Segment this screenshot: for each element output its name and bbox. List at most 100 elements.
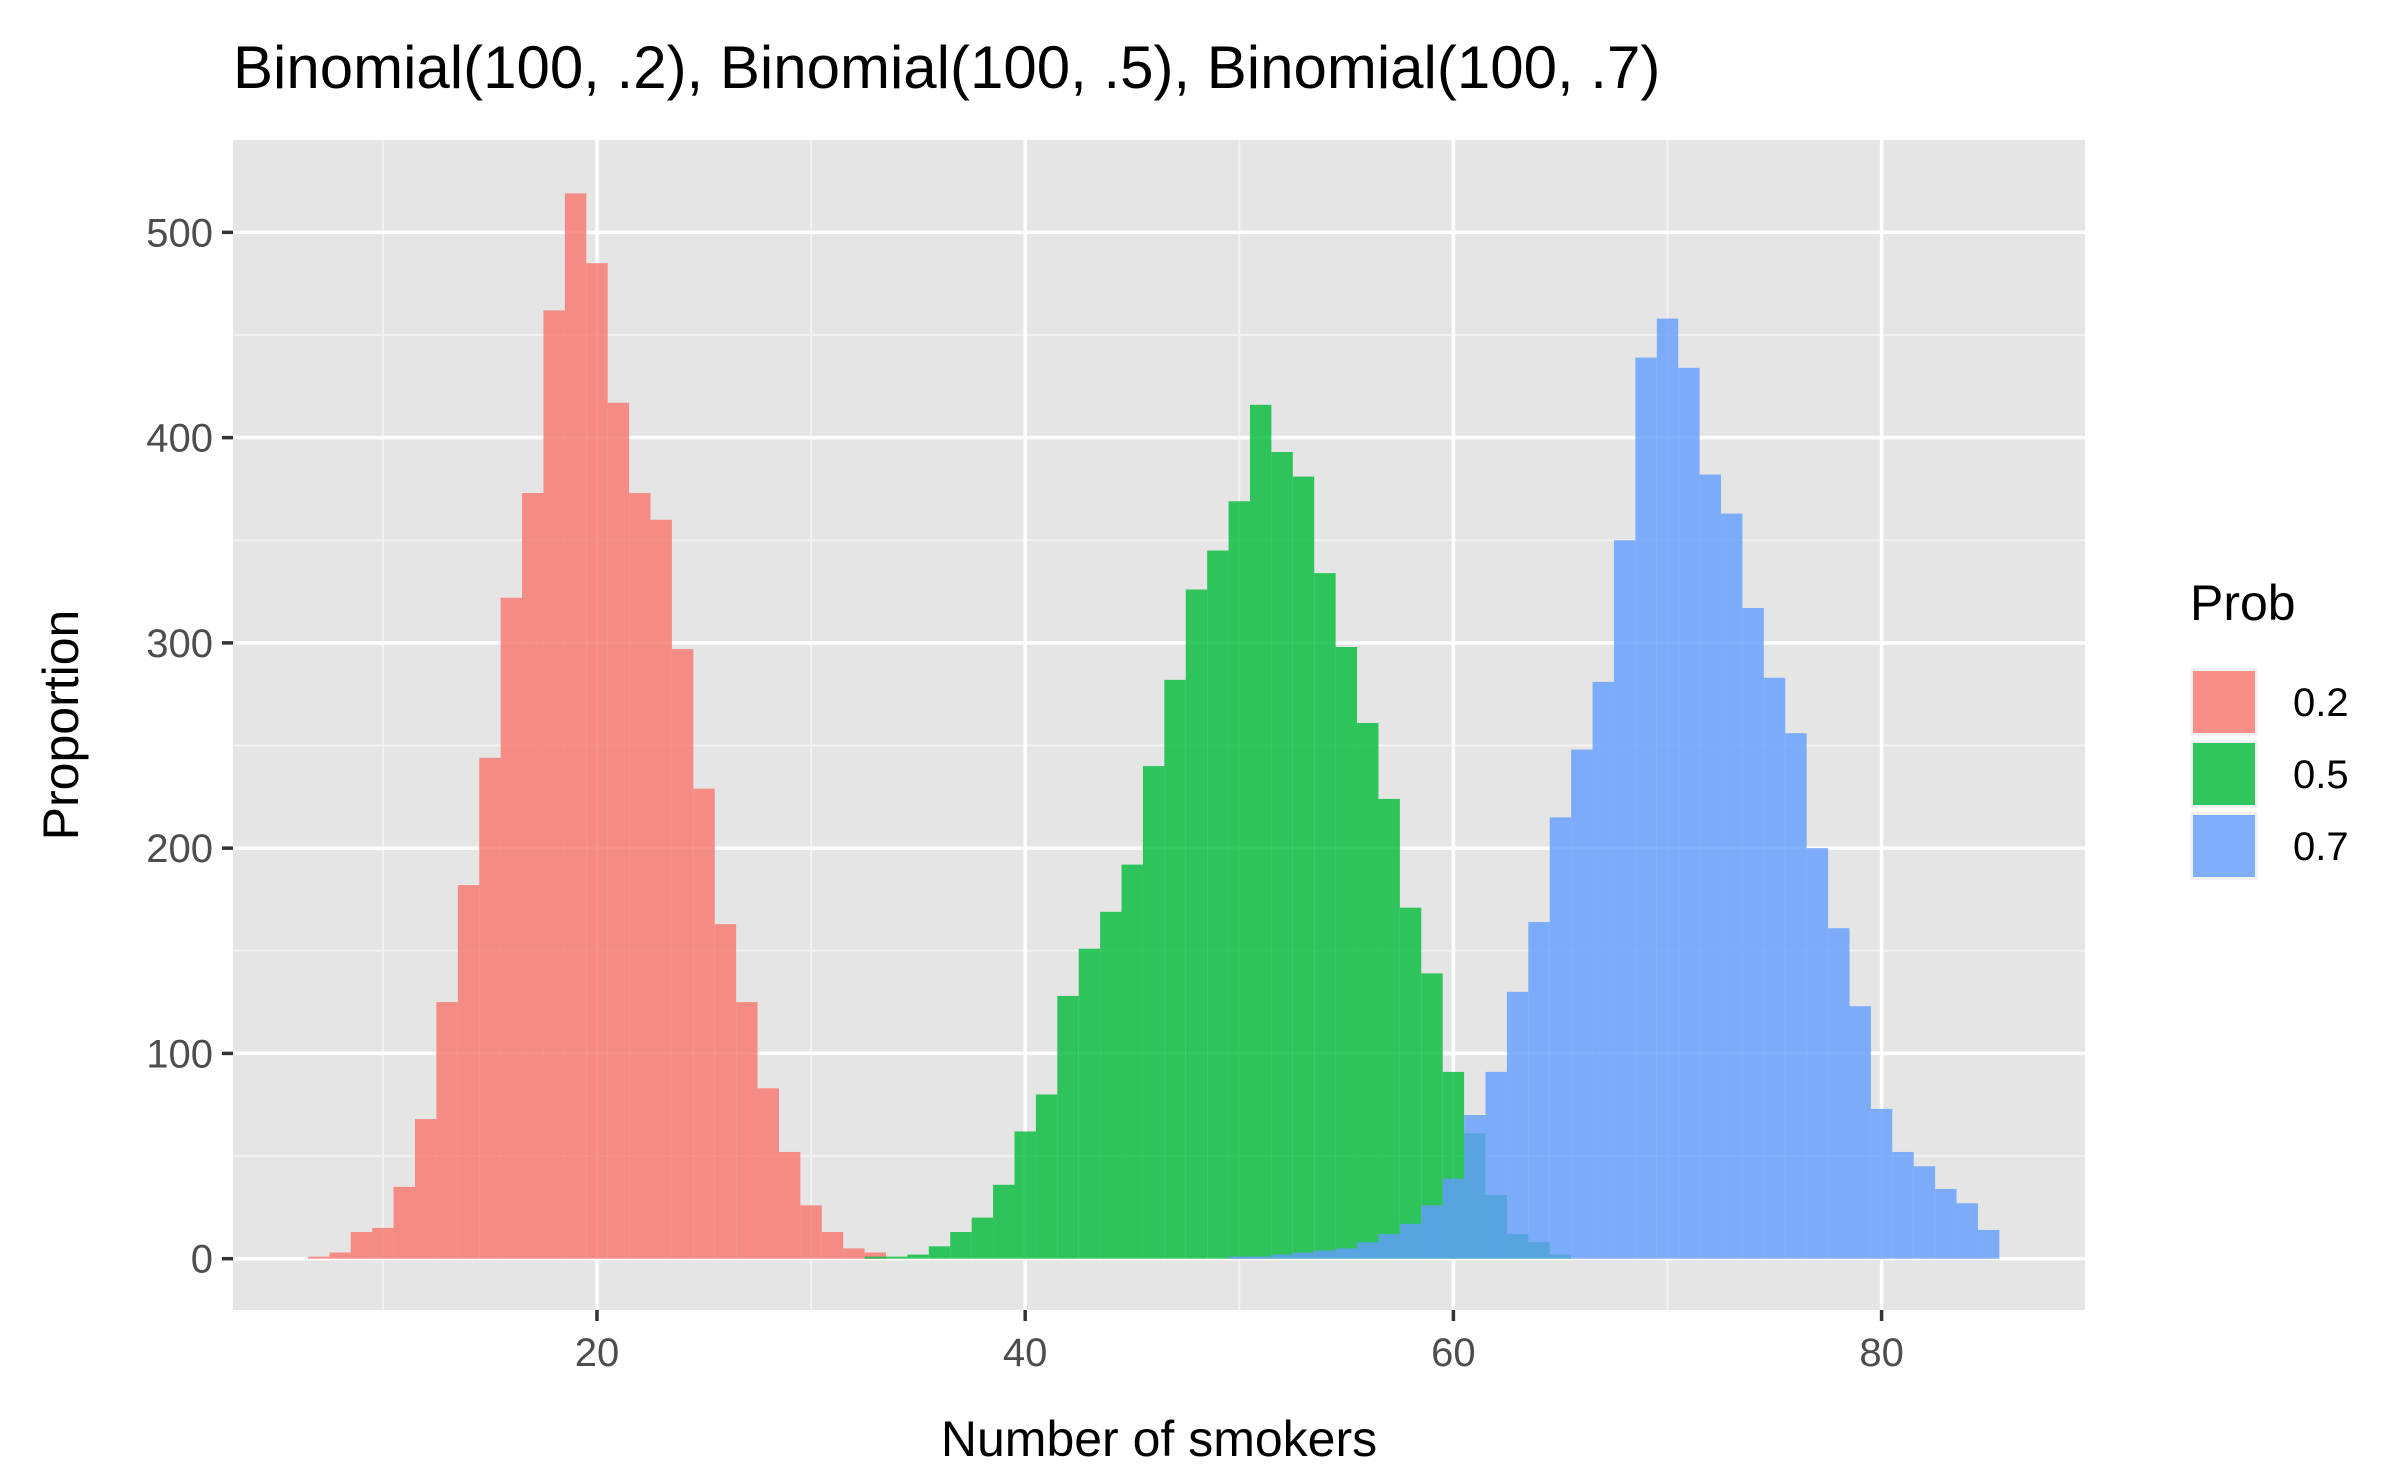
histogram-bar <box>1828 928 1850 1259</box>
histogram-bar <box>1635 357 1657 1259</box>
legend: Prob 0.2 0.5 0.7 <box>2190 575 2349 880</box>
histogram-bar <box>1742 608 1764 1259</box>
histogram-bar <box>1078 948 1101 1259</box>
histogram-bar <box>1207 550 1229 1259</box>
histogram-bar <box>1956 1203 1978 1259</box>
series-0.5 <box>864 404 1572 1259</box>
histogram-bar <box>1292 1252 1315 1259</box>
histogram-bar <box>1142 766 1165 1259</box>
histogram-bar <box>736 1002 758 1259</box>
histogram-bar <box>1421 1205 1443 1259</box>
histogram-bar <box>393 1186 415 1259</box>
histogram-bar <box>436 1002 458 1259</box>
histogram-bar <box>800 1205 822 1259</box>
histogram-bar <box>1763 677 1786 1259</box>
histogram-bar <box>650 519 672 1259</box>
x-axis-title: Number of smokers <box>941 1411 1377 1467</box>
y-tick-label: 500 <box>146 211 213 255</box>
y-tick-label: 400 <box>146 417 213 461</box>
y-tick-label: 200 <box>146 827 213 871</box>
histogram-bar <box>1399 907 1422 1259</box>
histogram-bar <box>1357 722 1379 1259</box>
histogram-bar <box>1806 848 1829 1259</box>
histogram-bar <box>993 1184 1015 1259</box>
legend-label: 0.5 <box>2293 753 2349 797</box>
histogram-bar <box>1271 1254 1293 1259</box>
chart-title: Binomial(100, .2), Binomial(100, .5), Bi… <box>233 34 1660 101</box>
histogram-bar <box>1656 318 1679 1259</box>
histogram-bar <box>693 788 715 1259</box>
histogram-bar <box>1121 864 1143 1259</box>
histogram-bar <box>1014 1131 1036 1259</box>
histogram-bar <box>1249 404 1272 1259</box>
x-tick-label: 80 <box>1859 1331 1904 1375</box>
histogram-bar <box>500 597 523 1259</box>
legend-swatch <box>2193 671 2255 733</box>
histogram-bar <box>1849 1006 1871 1259</box>
histogram-bar <box>1292 476 1315 1259</box>
histogram-bar <box>1935 1188 1957 1259</box>
histogram-bar <box>1357 1242 1379 1259</box>
histogram-bar <box>607 402 630 1259</box>
histogram-bar <box>564 193 587 1259</box>
histogram-bar <box>372 1227 394 1259</box>
histogram-bar <box>1335 647 1358 1259</box>
histogram-bar <box>1870 1108 1893 1259</box>
y-axis: 0 100 200 300 400 500 <box>146 211 233 1282</box>
histogram-bar <box>1057 995 1079 1259</box>
legend-items: 0.2 0.5 0.7 <box>2190 668 2349 880</box>
histogram-bars <box>307 193 2000 1259</box>
histogram-bar <box>1464 1115 1486 1259</box>
histogram-bar <box>1977 1229 2000 1259</box>
histogram-bar <box>864 1256 887 1259</box>
histogram-bar <box>586 263 608 1259</box>
histogram-bar <box>1613 540 1636 1259</box>
histogram-bar <box>971 1217 994 1259</box>
histogram-bar <box>843 1248 865 1259</box>
histogram-bar <box>329 1252 351 1259</box>
histogram-bar <box>1571 749 1593 1259</box>
histogram-bar <box>1164 679 1186 1259</box>
histogram-bar <box>414 1119 437 1259</box>
histogram-bar <box>1314 1250 1336 1259</box>
legend-label: 0.2 <box>2293 681 2349 725</box>
legend-title: Prob <box>2190 575 2296 631</box>
histogram-bar <box>350 1232 373 1259</box>
histogram-bar <box>1699 474 1722 1259</box>
histogram-bar <box>1249 1256 1272 1259</box>
histogram-bar <box>1678 367 1700 1259</box>
histogram-bar <box>1378 1234 1400 1259</box>
histogram-bar <box>928 1246 951 1259</box>
x-tick-label: 20 <box>575 1331 620 1375</box>
histogram-bar <box>907 1254 929 1259</box>
y-tick-label: 100 <box>146 1032 213 1076</box>
histogram-bar <box>1506 991 1529 1259</box>
histogram-bar <box>1721 513 1743 1259</box>
histogram-bar <box>1314 573 1336 1259</box>
x-axis: 20 40 60 80 <box>575 1310 1904 1375</box>
histogram-bar <box>1185 589 1208 1259</box>
histogram-bar <box>1892 1151 1914 1259</box>
histogram-bar <box>1271 452 1293 1259</box>
histogram-bar <box>821 1232 844 1259</box>
histogram-bar <box>1378 798 1400 1259</box>
legend-swatch <box>2193 815 2255 877</box>
histogram-bar <box>1485 1071 1507 1259</box>
histogram-bar <box>1442 1178 1465 1259</box>
histogram-bar <box>1399 1223 1422 1259</box>
histogram-bar <box>671 649 694 1259</box>
histogram-bar <box>950 1232 972 1259</box>
histogram-bar <box>479 757 501 1259</box>
histogram-bar <box>1035 1094 1058 1259</box>
histogram-bar <box>1228 1256 1250 1259</box>
histogram-bar <box>1528 922 1550 1259</box>
histogram-bar <box>307 1256 330 1259</box>
y-axis-title: Proportion <box>33 610 89 841</box>
histogram-bar <box>457 885 480 1259</box>
histogram-bar <box>1228 501 1250 1259</box>
histogram-bar <box>886 1256 908 1259</box>
x-tick-label: 60 <box>1431 1331 1476 1375</box>
series-0.2 <box>307 193 887 1259</box>
histogram-bar <box>1335 1248 1358 1259</box>
